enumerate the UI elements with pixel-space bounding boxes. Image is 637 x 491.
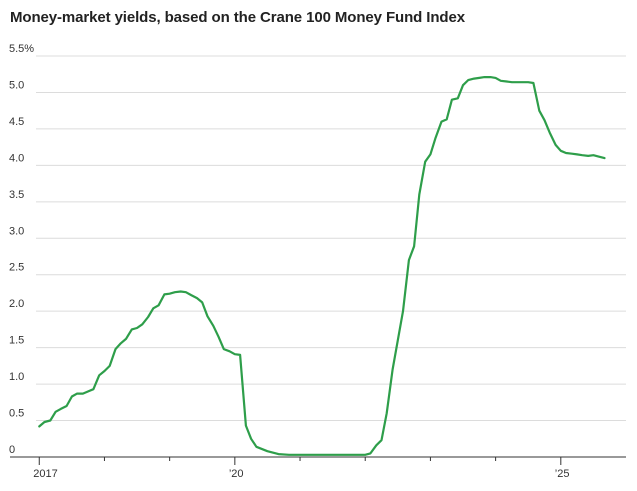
y-tick-label: 1.5 — [9, 335, 24, 347]
y-tick-label: 2.5 — [9, 262, 24, 274]
y-tick-label: 4.5 — [9, 116, 24, 128]
series-line-0 — [38, 75, 606, 456]
y-tick-label: 5.0 — [9, 79, 24, 91]
series-layer — [38, 75, 606, 456]
y-tick-label: 1.0 — [9, 371, 24, 383]
y-tick-label: 5.5% — [9, 43, 34, 55]
x-tick-label: 2017 — [33, 468, 57, 480]
gridlines — [36, 55, 626, 422]
x-tick-label: ’25 — [555, 468, 570, 480]
y-tick-label: 0 — [9, 444, 15, 456]
y-tick-label: 4.0 — [9, 152, 24, 164]
y-tick-label: 0.5 — [9, 408, 24, 420]
chart-title: Money-market yields, based on the Crane … — [10, 9, 465, 26]
y-tick-label: 2.0 — [9, 298, 24, 310]
x-axis: 2017 ’20 ’25 — [10, 456, 626, 480]
x-tick-label: ’20 — [229, 468, 244, 480]
y-axis-tick-labels: 0 0.5 1.0 1.5 2.0 2.5 3.0 3.5 4.0 4.5 5.0 5.5% — [9, 43, 34, 456]
y-tick-label: 3.5 — [9, 189, 24, 201]
y-tick-label: 3.0 — [9, 225, 24, 237]
